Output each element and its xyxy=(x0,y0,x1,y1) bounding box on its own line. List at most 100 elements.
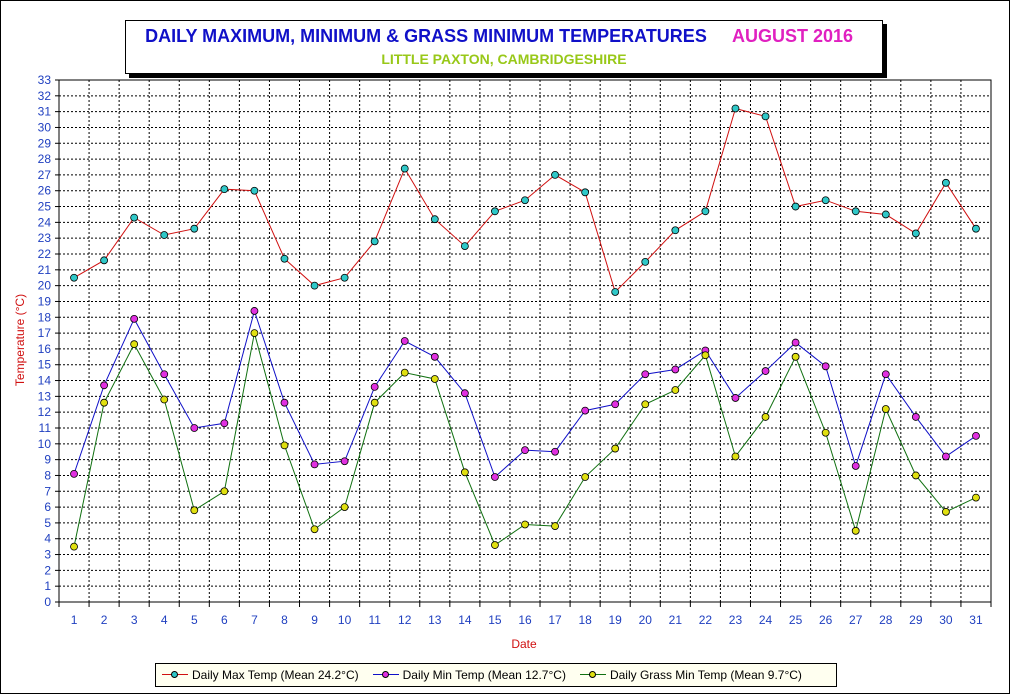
data-point xyxy=(491,207,499,216)
data-point xyxy=(972,432,980,440)
y-tick-label: 29 xyxy=(38,136,52,150)
legend-item-max: Daily Max Temp (Mean 24.2°C) xyxy=(162,668,359,682)
x-tick-label: 3 xyxy=(131,613,138,627)
legend-item-grass-min: Daily Grass Min Temp (Mean 9.7°C) xyxy=(579,668,802,682)
data-point xyxy=(310,460,319,469)
x-tick-label: 6 xyxy=(221,613,228,627)
data-point xyxy=(130,213,139,222)
data-point xyxy=(190,506,199,515)
data-point xyxy=(160,395,169,404)
x-tick-label: 1 xyxy=(71,613,78,627)
data-point xyxy=(641,370,650,379)
legend-label-min: Daily Min Temp (Mean 12.7°C) xyxy=(402,668,566,682)
data-point xyxy=(310,525,319,534)
data-point xyxy=(851,462,860,470)
data-point xyxy=(70,542,78,551)
data-point xyxy=(400,337,409,345)
data-point xyxy=(250,307,259,315)
data-point xyxy=(671,365,680,374)
data-point xyxy=(881,370,890,379)
data-point xyxy=(400,164,409,173)
data-point xyxy=(551,171,559,179)
data-point xyxy=(581,473,590,481)
y-tick-label: 30 xyxy=(38,120,52,134)
x-tick-labels: 1 2 3 4 5 6 7 8 9 10 11 12 13 14 15 16 17 18 19 20 21 22 23 24 2… xyxy=(71,613,983,627)
y-tick-label: 14 xyxy=(38,374,52,388)
x-tick-label: 9 xyxy=(311,613,318,627)
plot-area-border xyxy=(58,79,992,603)
y-tick-label: 23 xyxy=(38,231,52,245)
data-point xyxy=(160,231,169,239)
data-point xyxy=(100,381,108,390)
x-tick-label: 7 xyxy=(251,613,258,627)
y-tick-label: 9 xyxy=(44,453,51,467)
data-point xyxy=(821,428,830,437)
y-tick-label: 11 xyxy=(39,421,52,435)
data-point xyxy=(581,406,590,415)
y-tick-label: 31 xyxy=(38,105,52,119)
x-tick-label: 13 xyxy=(428,613,442,627)
legend-label-max: Daily Max Temp (Mean 24.2°C) xyxy=(192,668,359,682)
data-point xyxy=(641,400,650,409)
data-point xyxy=(430,375,439,383)
x-tick-label: 25 xyxy=(789,613,803,627)
x-tick-label: 14 xyxy=(458,613,472,627)
data-point xyxy=(130,340,139,349)
data-point xyxy=(851,207,860,216)
data-point xyxy=(310,281,319,290)
data-point xyxy=(671,226,680,235)
data-point xyxy=(400,368,409,377)
y-tick-labels: 0123456789101112131415161718192021222324… xyxy=(38,73,52,609)
data-point xyxy=(70,469,78,478)
y-tick-label: 13 xyxy=(38,389,52,403)
legend-swatch-max xyxy=(162,669,188,681)
data-point xyxy=(220,487,229,496)
x-tick-label: 19 xyxy=(609,613,623,627)
data-point xyxy=(881,405,890,413)
y-tick-label: 22 xyxy=(38,247,52,261)
data-point xyxy=(280,441,289,450)
x-tick-label: 29 xyxy=(909,613,923,627)
x-tick-label: 31 xyxy=(969,613,983,627)
data-point xyxy=(761,413,770,421)
legend-item-min: Daily Min Temp (Mean 12.7°C) xyxy=(372,668,566,682)
data-point xyxy=(911,229,920,238)
data-point xyxy=(881,210,890,219)
x-axis-label: Date xyxy=(511,637,537,651)
x-tick-label: 18 xyxy=(578,613,592,627)
y-tick-label: 26 xyxy=(38,184,52,198)
data-point xyxy=(821,196,830,205)
axes xyxy=(55,79,992,607)
x-tick-label: 28 xyxy=(879,613,893,627)
data-point xyxy=(220,185,229,194)
x-tick-label: 26 xyxy=(819,613,833,627)
data-point xyxy=(430,215,439,224)
y-tick-label: 24 xyxy=(38,215,52,229)
data-point xyxy=(190,424,199,432)
data-point xyxy=(731,394,740,402)
y-tick-label: 21 xyxy=(38,263,52,277)
data-point xyxy=(851,526,860,535)
x-tick-label: 15 xyxy=(488,613,502,627)
data-point xyxy=(250,186,259,195)
y-tick-label: 4 xyxy=(44,532,51,546)
x-tick-label: 27 xyxy=(849,613,863,627)
data-point xyxy=(942,452,950,461)
data-point xyxy=(731,452,740,461)
data-point xyxy=(911,471,920,480)
x-tick-label: 23 xyxy=(729,613,743,627)
data-point xyxy=(430,352,439,361)
x-tick-label: 2 xyxy=(101,613,108,627)
data-point xyxy=(521,520,529,529)
data-point xyxy=(370,398,379,407)
legend: Daily Max Temp (Mean 24.2°C) Daily Min T… xyxy=(155,663,837,687)
data-point xyxy=(70,273,78,282)
data-point xyxy=(521,196,529,205)
data-point xyxy=(370,382,379,391)
data-point xyxy=(460,242,469,250)
y-tick-label: 19 xyxy=(38,294,52,308)
y-tick-label: 33 xyxy=(38,73,52,87)
data-point xyxy=(100,398,108,407)
data-point xyxy=(370,237,379,246)
data-point xyxy=(551,522,559,530)
